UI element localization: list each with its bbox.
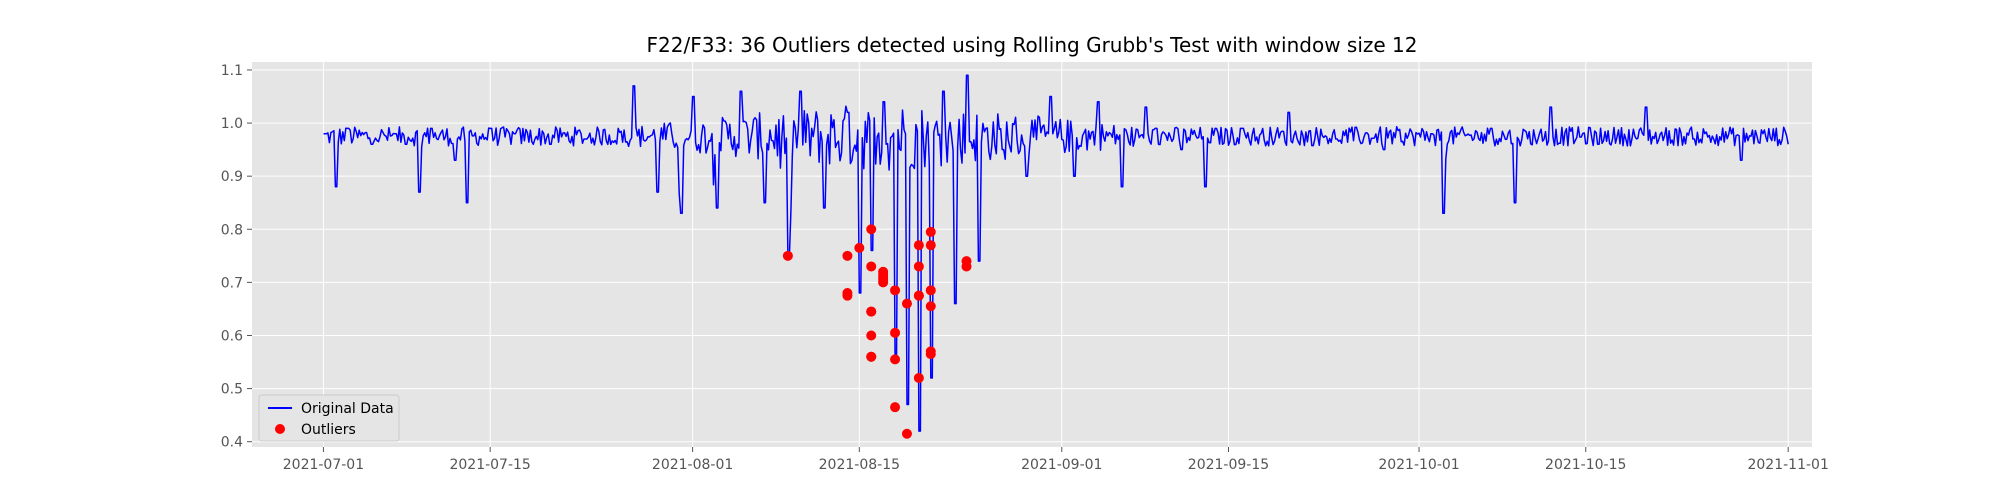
series-layer: [323, 74, 1789, 432]
chart-title: F22/F33: 36 Outliers detected using Roll…: [647, 33, 1418, 57]
x-axis-ticks: 2021-07-01 2021-07-15 2021-08-01 2021-08-15…: [283, 447, 1829, 473]
series-line-original-data: [323, 74, 1789, 432]
x-tick-label: 2021-08-15: [819, 457, 900, 473]
outlier-point: [913, 372, 924, 383]
legend-box: [258, 394, 400, 442]
x-tick-label: 2021-07-01: [283, 457, 364, 473]
x-tick-label: 2021-11-01: [1747, 457, 1828, 473]
outlier-point: [901, 298, 912, 309]
outlier-point: [854, 242, 865, 253]
outlier-point: [782, 250, 793, 261]
outlier-point: [866, 224, 877, 235]
x-tick-label: 2021-10-01: [1378, 457, 1459, 473]
outlier-point: [878, 274, 889, 285]
outlier-point: [925, 301, 936, 312]
outlier-point: [925, 240, 936, 251]
outlier-point: [842, 290, 853, 301]
y-tick-label: 0.8: [221, 222, 243, 238]
outlier-point: [925, 226, 936, 237]
outlier-point: [890, 402, 901, 413]
outlier-point: [925, 285, 936, 296]
outlier-point: [925, 346, 936, 357]
x-tick-label: 2021-09-01: [1021, 457, 1102, 473]
y-tick-label: 0.9: [221, 169, 243, 185]
x-tick-label: 2021-07-15: [449, 457, 530, 473]
outlier-markers: [782, 224, 972, 439]
outlier-point: [866, 351, 877, 362]
outlier-point: [842, 250, 853, 261]
legend-swatch-outliers: [275, 424, 285, 434]
outlier-point: [913, 261, 924, 272]
y-axis-ticks: 0.4 0.5 0.6 0.7 0.8 0.9 1.0 1.1: [221, 63, 252, 451]
outlier-point: [890, 354, 901, 365]
grid-lines: [252, 62, 1812, 447]
y-tick-label: 0.4: [221, 435, 243, 451]
legend-label-outliers: Outliers: [301, 422, 356, 438]
y-tick-label: 1.1: [221, 63, 243, 79]
outlier-point: [961, 261, 972, 272]
x-tick-label: 2021-08-01: [652, 457, 733, 473]
y-tick-label: 1.0: [221, 116, 243, 132]
outlier-point: [866, 306, 877, 317]
outlier-point: [913, 290, 924, 301]
outlier-point: [890, 285, 901, 296]
x-tick-label: 2021-10-15: [1545, 457, 1626, 473]
x-tick-label: 2021-09-15: [1188, 457, 1269, 473]
y-tick-label: 0.5: [221, 382, 243, 398]
y-tick-label: 0.6: [221, 328, 243, 344]
outlier-point: [866, 330, 877, 341]
legend-label-original-data: Original Data: [301, 401, 394, 417]
outlier-point: [901, 428, 912, 439]
y-tick-label: 0.7: [221, 275, 243, 291]
outlier-point: [890, 327, 901, 338]
legend: Original Data Outliers: [258, 394, 400, 442]
outlier-point: [913, 240, 924, 251]
outlier-point: [866, 261, 877, 272]
outlier-point: [878, 266, 889, 277]
